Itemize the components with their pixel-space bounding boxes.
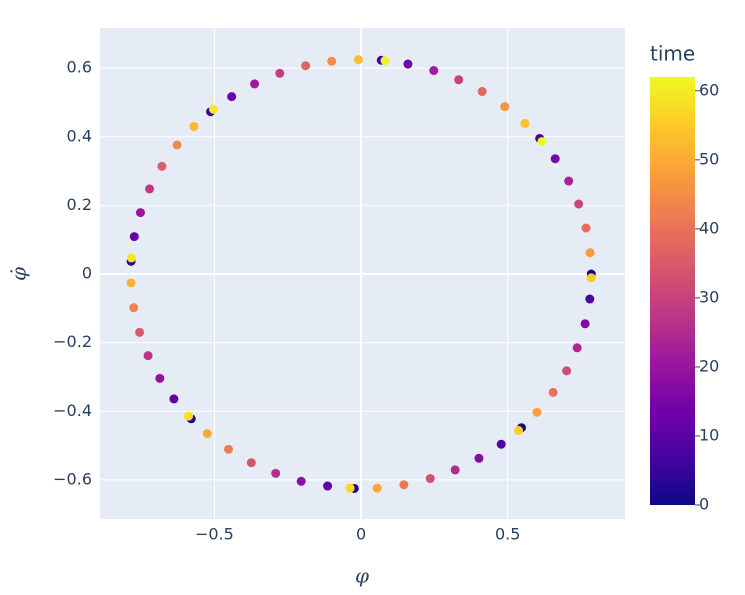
point: [145, 184, 155, 194]
point: [202, 429, 212, 439]
point: [271, 468, 281, 478]
point: [585, 248, 595, 258]
point: [399, 480, 409, 490]
y-axis-title: φ̇: [7, 267, 31, 281]
y-tick-label: 0.4: [67, 126, 92, 145]
point: [323, 481, 333, 491]
point: [548, 387, 558, 397]
point: [564, 176, 574, 186]
point: [129, 303, 139, 313]
point: [155, 373, 165, 383]
point: [537, 137, 547, 147]
point: [227, 92, 237, 102]
point: [327, 56, 337, 66]
point: [574, 199, 584, 209]
point: [157, 161, 167, 171]
colorbar-tick-label: 0: [699, 495, 709, 514]
point: [135, 327, 145, 337]
y-tick-label: −0.4: [53, 401, 92, 420]
y-tick-label: −0.6: [53, 469, 92, 488]
colorbar-tick-label: 30: [699, 287, 719, 306]
point: [246, 458, 256, 468]
y-tick-label: −0.2: [53, 332, 92, 351]
colorbar-tick-label: 10: [699, 425, 719, 444]
y-tick-label: 0: [82, 264, 92, 283]
x-tick-label: 0.5: [495, 525, 520, 544]
x-tick-label: −0.5: [195, 525, 234, 544]
point: [425, 474, 435, 484]
x-tick-label: 0: [356, 525, 366, 544]
point: [353, 55, 363, 65]
colorbar: [650, 77, 695, 505]
point: [296, 476, 306, 486]
point: [223, 444, 233, 454]
point: [581, 223, 591, 233]
point: [126, 253, 136, 263]
colorbar-tick-label: 20: [699, 356, 719, 375]
point: [143, 351, 153, 361]
point: [562, 366, 572, 376]
point: [474, 453, 484, 463]
point: [172, 140, 182, 150]
colorbar-tick-label: 60: [699, 80, 719, 99]
point: [380, 56, 390, 66]
point: [403, 59, 413, 69]
point: [532, 407, 542, 417]
point: [189, 121, 199, 131]
point: [135, 208, 145, 218]
colorbar-title: time: [650, 42, 695, 66]
point: [301, 61, 311, 71]
point: [580, 319, 590, 329]
point: [345, 483, 355, 493]
colorbar-tick-label: 50: [699, 149, 719, 168]
x-axis-title: φ: [355, 564, 369, 588]
point: [169, 394, 179, 404]
point: [429, 66, 439, 76]
point: [275, 68, 285, 78]
colorbar-tick-label: 40: [699, 218, 719, 237]
point: [477, 86, 487, 96]
point: [250, 79, 260, 89]
point: [496, 439, 506, 449]
point: [454, 75, 464, 85]
point: [184, 411, 194, 421]
point: [129, 232, 139, 242]
y-tick-label: 0.2: [67, 195, 92, 214]
point: [372, 483, 382, 493]
point: [520, 118, 530, 128]
y-tick-label: 0.6: [67, 58, 92, 77]
point: [450, 465, 460, 475]
point: [514, 425, 524, 435]
point: [585, 294, 595, 304]
point: [209, 104, 219, 114]
point: [126, 278, 136, 288]
point: [500, 102, 510, 112]
point: [550, 154, 560, 164]
point: [586, 273, 596, 283]
point: [572, 343, 582, 353]
